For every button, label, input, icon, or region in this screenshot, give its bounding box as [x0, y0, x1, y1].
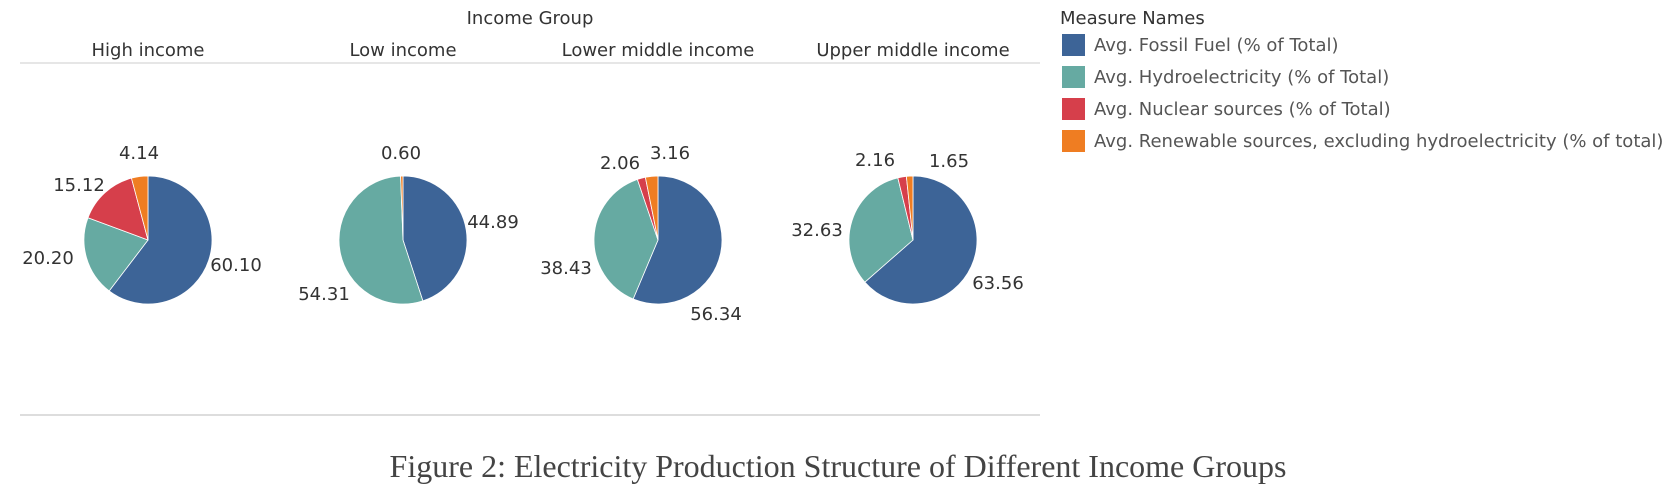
data-label-low-income-1: 54.31	[298, 284, 350, 305]
data-label-low-income-0: 44.89	[467, 212, 519, 233]
pie-slice-upper-middle-income-0	[864, 175, 978, 305]
pie-slice-upper-middle-income-1	[848, 177, 914, 283]
data-label-upper-middle-income-0: 63.56	[972, 273, 1024, 294]
pie-slice-high-income-1	[83, 217, 149, 292]
legend-swatch-0	[1062, 34, 1085, 56]
column-header: Income Group	[467, 8, 594, 29]
pie-slice-low-income-3	[400, 175, 404, 241]
pie-slice-lower-middle-income-0	[632, 175, 723, 305]
data-label-high-income-1: 20.20	[22, 248, 74, 269]
legend-swatch-3	[1062, 130, 1085, 152]
legend-label-0: Avg. Fossil Fuel (% of Total)	[1094, 35, 1339, 56]
panel-header-low-income: Low income	[349, 40, 456, 61]
data-label-lower-middle-income-2: 2.06	[600, 153, 640, 174]
data-label-high-income-2: 15.12	[53, 175, 105, 196]
pie-slice-high-income-3	[130, 175, 149, 241]
panel-header-high-income: High income	[91, 40, 204, 61]
data-label-lower-middle-income-3: 3.16	[650, 143, 690, 164]
pie-slice-high-income-2	[87, 177, 149, 241]
data-label-upper-middle-income-3: 1.65	[929, 151, 969, 172]
pie-slice-low-income-0	[402, 175, 468, 302]
legend-swatch-1	[1062, 66, 1085, 88]
data-label-high-income-3: 4.14	[119, 143, 159, 164]
data-label-lower-middle-income-0: 56.34	[690, 304, 742, 325]
legend-label-3: Avg. Renewable sources, excluding hydroe…	[1094, 131, 1663, 152]
legend-label-1: Avg. Hydroelectricity (% of Total)	[1094, 67, 1389, 88]
panel-header-lower-middle-income: Lower middle income	[562, 40, 755, 61]
panel-header-upper-middle-income: Upper middle income	[816, 40, 1009, 61]
pie-slice-high-income-0	[108, 175, 213, 305]
data-label-high-income-0: 60.10	[210, 255, 262, 276]
pie-slice-low-income-1	[338, 175, 424, 305]
legend-label-2: Avg. Nuclear sources (% of Total)	[1094, 99, 1391, 120]
pie-slice-lower-middle-income-3	[644, 175, 659, 241]
legend-swatch-2	[1062, 98, 1085, 120]
legend-title: Measure Names	[1060, 8, 1205, 29]
data-label-low-income-3: 0.60	[381, 143, 421, 164]
figure-caption: Figure 2: Electricity Production Structu…	[389, 448, 1287, 484]
legend: Avg. Fossil Fuel (% of Total) Avg. Hydroe…	[1062, 34, 1663, 152]
data-label-upper-middle-income-2: 2.16	[855, 150, 895, 171]
data-label-lower-middle-income-1: 38.43	[540, 258, 592, 279]
pie-slice-upper-middle-income-3	[905, 175, 914, 241]
data-label-upper-middle-income-1: 32.63	[791, 220, 843, 241]
pie-slice-lower-middle-income-1	[593, 178, 659, 300]
